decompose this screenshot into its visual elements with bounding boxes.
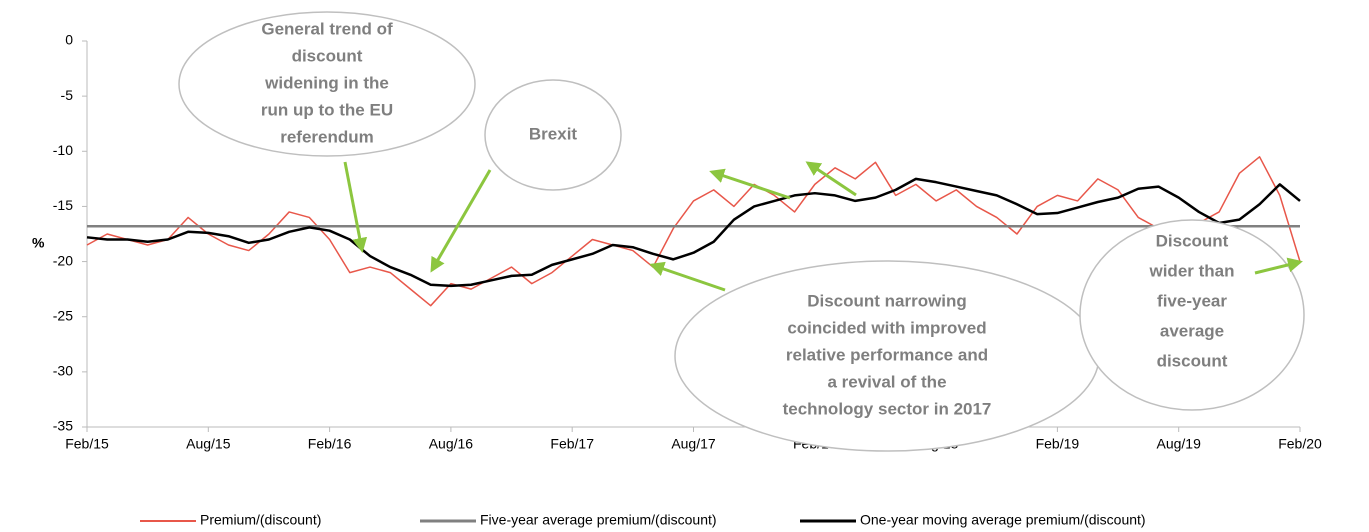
annotation-arrow [805, 161, 857, 197]
x-tick-label: Feb/20 [1278, 436, 1322, 452]
x-tick-label: Feb/15 [65, 436, 109, 452]
annotation-text: referendum [280, 127, 374, 146]
annotation-text: Brexit [529, 124, 578, 143]
annotation-arrow [343, 161, 368, 253]
annotation-text: widening in the [264, 73, 389, 92]
annotation-text: a revival of the [827, 372, 946, 391]
y-tick-label: -35 [53, 418, 73, 434]
x-tick-label: Feb/19 [1036, 436, 1080, 452]
x-tick-label: Aug/16 [429, 436, 474, 452]
annotation-text: technology sector in 2017 [783, 399, 992, 418]
annotation-text: General trend of [261, 19, 393, 38]
y-axis-label: % [32, 235, 45, 251]
y-tick-label: -15 [53, 197, 73, 213]
x-tick-label: Feb/17 [550, 436, 594, 452]
legend-label: Premium/(discount) [200, 512, 321, 528]
annotation-arrow [709, 168, 791, 200]
annotation-text: discount [292, 46, 363, 65]
annotation-bubble [1079, 219, 1305, 411]
annotation-bubble [484, 79, 622, 191]
annotation-text: relative performance and [786, 345, 988, 364]
annotation-arrow [1254, 257, 1303, 275]
series-line [86, 177, 1301, 288]
x-tick-label: Feb/16 [308, 436, 352, 452]
annotation-arrow [430, 169, 492, 273]
x-tick-label: Aug/15 [186, 436, 231, 452]
y-tick-label: -5 [61, 87, 74, 103]
legend-label: Five-year average premium/(discount) [480, 512, 717, 528]
x-tick-label: Aug/19 [1157, 436, 1202, 452]
annotation-arrow [649, 261, 726, 292]
annotation-bubble [178, 11, 476, 157]
annotation-text: discount [1157, 351, 1228, 370]
y-tick-label: -20 [53, 252, 73, 268]
series-line [86, 156, 1301, 307]
annotation-text: five-year [1157, 291, 1227, 310]
annotation-text: Discount [1156, 231, 1229, 250]
x-tick-label: Aug/17 [671, 436, 716, 452]
annotation-text: average [1160, 321, 1224, 340]
annotation-text: run up to the EU [261, 100, 393, 119]
annotation-text: wider than [1148, 261, 1234, 280]
y-tick-label: -25 [53, 307, 73, 323]
annotation-text: Discount narrowing [807, 291, 967, 310]
y-tick-label: -30 [53, 363, 73, 379]
annotation-text: coincided with improved [787, 318, 986, 337]
legend-label: One-year moving average premium/(discoun… [860, 512, 1146, 528]
y-tick-label: 0 [65, 32, 73, 48]
y-tick-label: -10 [53, 142, 73, 158]
